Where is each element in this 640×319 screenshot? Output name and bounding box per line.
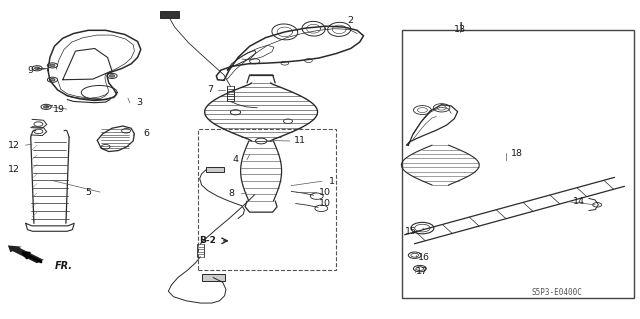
Text: 12: 12 — [8, 141, 20, 150]
Bar — [202, 274, 225, 281]
Bar — [206, 167, 224, 172]
Text: 16: 16 — [418, 253, 429, 262]
Bar — [160, 11, 179, 18]
Text: 17: 17 — [417, 267, 428, 276]
Text: 6: 6 — [143, 129, 149, 138]
Circle shape — [50, 64, 55, 67]
Bar — [198, 129, 336, 270]
Text: 15: 15 — [405, 227, 417, 236]
Text: 8: 8 — [228, 189, 235, 198]
Circle shape — [50, 78, 55, 81]
Text: 3: 3 — [136, 98, 143, 107]
Text: 12: 12 — [8, 165, 20, 174]
Text: 14: 14 — [573, 197, 585, 206]
Text: FR.: FR. — [55, 261, 73, 271]
Text: 1: 1 — [328, 177, 335, 186]
Text: 9: 9 — [28, 66, 34, 75]
Text: 11: 11 — [294, 137, 305, 145]
Text: 19: 19 — [53, 105, 65, 114]
Text: 10: 10 — [319, 199, 331, 208]
Bar — [402, 30, 634, 298]
Circle shape — [35, 67, 40, 70]
Text: S5P3-E0400C: S5P3-E0400C — [531, 288, 582, 297]
FancyArrow shape — [8, 245, 44, 263]
Circle shape — [109, 75, 115, 77]
Text: 13: 13 — [454, 25, 465, 34]
Text: B-2: B-2 — [199, 236, 216, 245]
Text: 4: 4 — [232, 155, 239, 164]
Text: 18: 18 — [511, 149, 523, 158]
Text: 7: 7 — [207, 85, 213, 94]
Text: 2: 2 — [348, 16, 354, 25]
Text: 10: 10 — [319, 188, 331, 197]
Text: 5: 5 — [85, 188, 92, 197]
Circle shape — [44, 106, 49, 108]
